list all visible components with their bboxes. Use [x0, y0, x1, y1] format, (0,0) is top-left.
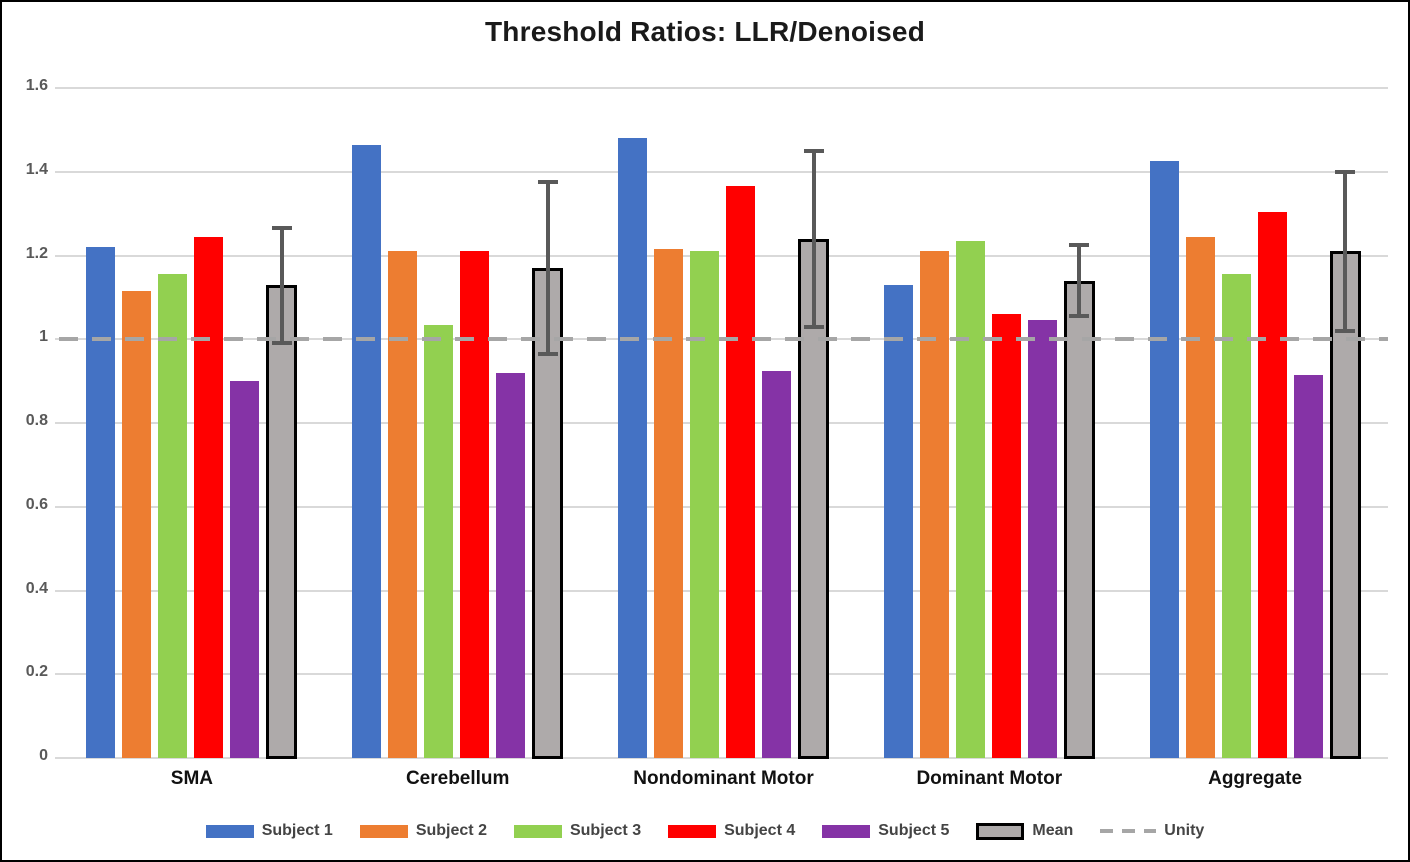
legend-swatch-mean: [976, 822, 1025, 840]
error-bar-cap-bottom: [1069, 314, 1090, 319]
gridline: [55, 673, 1388, 676]
gridline: [55, 87, 1388, 89]
bar-subject-2: [1185, 236, 1215, 758]
legend-item-subject-2: Subject 2: [359, 822, 487, 840]
y-tick-label: 0.6: [25, 495, 48, 513]
y-tick-label: 0: [39, 747, 48, 764]
legend-item-mean: Mean: [976, 822, 1073, 840]
category-label: Nondominant Motor: [633, 768, 814, 789]
error-bar-line: [811, 150, 816, 327]
y-tick-label: 0.4: [25, 579, 48, 597]
error-bar-cap-top: [271, 226, 292, 231]
legend-swatch: [205, 824, 254, 838]
unity-line: [59, 337, 1388, 342]
error-bar-cap-top: [1335, 169, 1356, 174]
y-tick-label: 0.2: [25, 663, 48, 681]
error-bar-cap-bottom: [537, 351, 558, 356]
category-label: Cerebellum: [405, 768, 510, 789]
error-bar-cap-top: [537, 180, 558, 185]
bar-subject-5: [1027, 320, 1057, 758]
gridline: [55, 505, 1388, 508]
chart-title: Threshold Ratios: LLR/Denoised: [484, 16, 926, 47]
bar-subject-1: [352, 144, 382, 758]
gridline: [55, 254, 1388, 257]
error-bar-cap-bottom: [271, 341, 292, 346]
gridline: [55, 589, 1388, 592]
bar-subject-4: [460, 251, 490, 758]
legend-swatch: [822, 824, 871, 838]
bar-subject-2: [919, 251, 949, 758]
category-label: Aggregate: [1208, 768, 1303, 789]
bar-subject-3: [1221, 274, 1251, 758]
bar-subject-3: [158, 274, 188, 758]
legend-item-subject-5: Subject 5: [822, 822, 949, 840]
legend-label: Subject 2: [415, 822, 487, 839]
error-bar-line: [1343, 171, 1348, 331]
bar-subject-3: [424, 324, 454, 758]
bar-subject-2: [654, 249, 683, 758]
error-bar-cap-top: [803, 148, 824, 153]
bar-subject-3: [690, 251, 719, 758]
legend-swatch: [513, 824, 562, 838]
gridline: [55, 422, 1388, 424]
legend-label: Unity: [1164, 822, 1205, 839]
legend-swatch: [668, 824, 717, 838]
legend-label: Mean: [1032, 822, 1074, 839]
bar-subject-5: [1293, 374, 1323, 758]
legend-swatch: [359, 824, 408, 838]
mean-bar: [1063, 280, 1095, 759]
category-label: SMA: [170, 768, 214, 789]
legend-label: Subject 4: [724, 822, 796, 839]
error-bar-cap-top: [1069, 243, 1090, 248]
bar-subject-2: [122, 291, 152, 758]
bar-subject-5: [230, 381, 260, 758]
bar-subject-1: [883, 284, 913, 758]
y-tick-label: 1: [39, 328, 48, 346]
gridline: [55, 170, 1388, 173]
legend-item-subject-3: Subject 3: [513, 822, 642, 840]
legend-item-subject-1: Subject 1: [205, 822, 333, 840]
mean-bar: [1329, 251, 1361, 759]
bar-subject-4: [194, 236, 224, 758]
bar-subject-5: [496, 372, 526, 758]
legend-label: Subject 3: [569, 822, 642, 839]
legend-item-subject-4: Subject 4: [668, 822, 795, 840]
category-label: Dominant Motor: [916, 768, 1063, 789]
bar-subject-5: [762, 370, 791, 758]
bar-subject-4: [991, 314, 1021, 758]
y-tick-label: 1.4: [25, 160, 48, 178]
mean-bar: [798, 238, 829, 759]
legend-swatch-unity: [1100, 829, 1157, 833]
y-tick-label: 1.6: [25, 77, 48, 94]
error-bar-line: [279, 228, 284, 344]
bar-subject-4: [726, 186, 755, 758]
legend-label: Subject 5: [878, 822, 950, 839]
mean-bar: [266, 284, 298, 759]
y-tick-label: 1.2: [25, 244, 48, 262]
error-bar-cap-bottom: [1335, 328, 1356, 333]
bar-subject-1: [618, 138, 647, 758]
bar-subject-1: [86, 247, 116, 758]
bar-subject-1: [1149, 161, 1179, 758]
legend-item-unity: Unity: [1100, 822, 1204, 840]
bar-subject-3: [955, 240, 985, 758]
error-bar-line: [1077, 245, 1082, 317]
error-bar-cap-bottom: [803, 324, 824, 329]
legend: Subject 1 Subject 2 Subject 3 Subject 4 Subj…: [2, 816, 1408, 846]
legend-label: Subject 1: [261, 822, 333, 839]
error-bar-line: [545, 182, 550, 354]
bar-subject-4: [1257, 211, 1287, 758]
bar-subject-2: [388, 251, 418, 758]
y-tick-label: 0.8: [25, 412, 48, 429]
gridline: [55, 757, 1388, 759]
